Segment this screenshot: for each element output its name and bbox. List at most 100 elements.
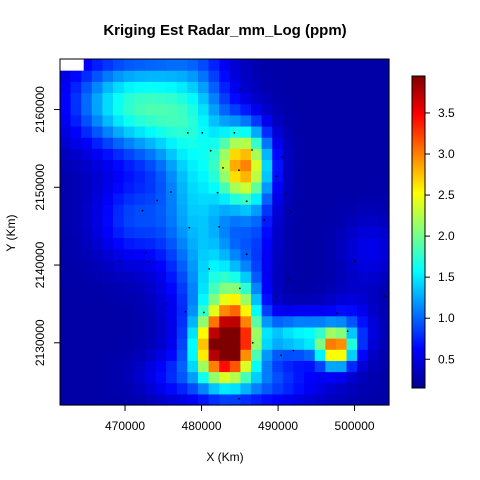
heat-cell [81, 304, 93, 317]
heat-cell [293, 282, 305, 294]
heat-cell [155, 349, 167, 361]
heat-cell [134, 304, 146, 317]
heat-cell [219, 159, 231, 172]
heat-cell [304, 271, 316, 283]
heat-cell [293, 81, 305, 94]
heat-cell [378, 59, 390, 71]
heat-cell [261, 148, 273, 161]
heat-cell [187, 259, 199, 272]
heat-cell [335, 137, 348, 149]
heat-cell [229, 159, 242, 172]
heat-cell [102, 248, 114, 261]
heat-cell [378, 259, 390, 272]
sample-point [233, 132, 236, 134]
heat-cell [176, 81, 188, 94]
heat-cell [187, 293, 199, 306]
heat-cell [325, 70, 337, 82]
heat-cell [176, 114, 188, 127]
heat-cell [357, 338, 369, 350]
heat-cell [123, 192, 135, 205]
heat-cell [81, 70, 93, 82]
heat-cell [81, 248, 93, 261]
heat-cell [378, 181, 390, 194]
heat-cell [314, 204, 326, 216]
heat-cell [197, 237, 210, 250]
heat-cell [346, 282, 358, 294]
heat-cell [304, 204, 316, 216]
heat-cell [314, 304, 326, 317]
heat-cell [197, 338, 210, 350]
heat-cell [304, 360, 316, 373]
heat-cell [335, 360, 348, 373]
heat-cell [70, 271, 82, 283]
heat-cell [176, 192, 188, 205]
heat-cell [282, 81, 295, 94]
heat-cell [208, 170, 220, 183]
heat-cell [102, 293, 114, 306]
heat-cell [197, 170, 210, 183]
heat-cell [81, 393, 93, 406]
heat-cell [144, 114, 157, 127]
heat-cell [378, 248, 390, 261]
heat-cell [197, 248, 210, 261]
heat-cell [240, 226, 252, 239]
heat-cell [261, 226, 273, 239]
heat-cell [197, 137, 210, 149]
heat-cell [335, 326, 348, 339]
heat-cell [240, 360, 252, 373]
heat-cell [176, 237, 188, 250]
heat-cell [70, 70, 82, 82]
heat-cell [187, 59, 199, 71]
heat-cell [229, 215, 242, 228]
heat-cell [219, 371, 231, 384]
heat-cell [155, 271, 167, 283]
heat-cell [144, 349, 157, 361]
heat-cell [70, 181, 82, 194]
heat-cell [314, 338, 326, 350]
heat-cell [261, 204, 273, 216]
heat-cell [208, 360, 220, 373]
heat-cell [60, 271, 72, 283]
heat-cell [197, 114, 210, 127]
heat-cell [346, 304, 358, 317]
heat-cell [325, 148, 337, 161]
heat-cell [325, 137, 337, 149]
heat-cell [113, 192, 125, 205]
heat-cell [208, 226, 220, 239]
heat-cell [357, 170, 369, 183]
heat-cell [144, 59, 157, 71]
heat-cell [335, 204, 348, 216]
heat-cell [378, 360, 390, 373]
heat-cell [197, 360, 210, 373]
heat-cell [378, 103, 390, 116]
heat-cell [134, 237, 146, 250]
heat-cell [240, 326, 252, 339]
heat-cell [187, 204, 199, 216]
heat-cell [219, 92, 231, 105]
heat-cell [325, 226, 337, 239]
heat-cell [123, 92, 135, 105]
heat-cell [134, 282, 146, 294]
heat-cell [346, 192, 358, 205]
colorbar-tick-label: 2.0 [438, 229, 455, 243]
heat-cell [325, 315, 337, 328]
heat-cell [357, 304, 369, 317]
heat-cell [261, 215, 273, 228]
heat-cell [70, 326, 82, 339]
sample-point [287, 278, 289, 280]
heat-cell [113, 114, 125, 127]
heat-cell [91, 215, 104, 228]
heat-cell [134, 326, 146, 339]
heat-cell [335, 148, 348, 161]
heat-cell [367, 181, 379, 194]
heat-cell [251, 114, 263, 127]
heat-cell [378, 114, 390, 127]
heat-cell [176, 137, 188, 149]
heat-cell [229, 137, 242, 149]
heat-cell [91, 293, 104, 306]
heat-cell [314, 393, 326, 406]
heat-cell [261, 304, 273, 317]
heat-cell [304, 338, 316, 350]
heat-cell [123, 81, 135, 94]
sample-point [280, 354, 282, 357]
